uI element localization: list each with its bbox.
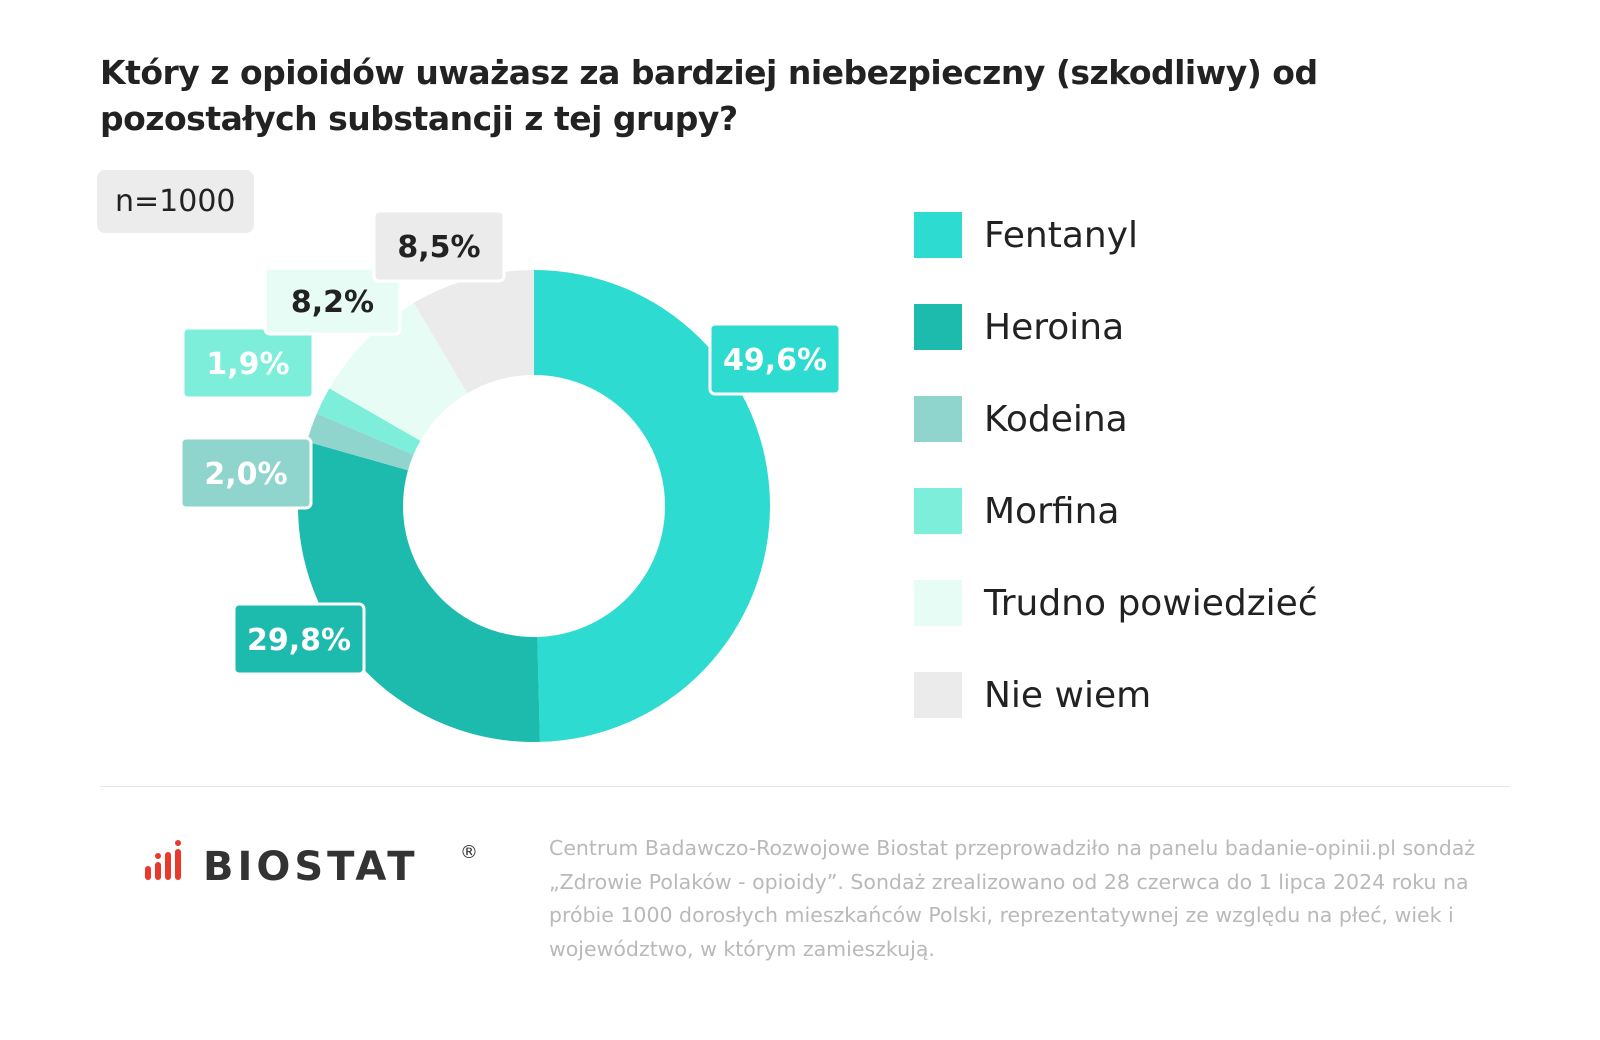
legend-item: Kodeina	[914, 396, 1318, 442]
data-label-text: 49,6%	[723, 343, 827, 378]
legend-swatch	[914, 672, 962, 718]
legend-swatch	[914, 396, 962, 442]
data-label-text: 2,0%	[204, 457, 287, 492]
legend-label: Nie wiem	[984, 674, 1152, 716]
legend-label: Morfina	[984, 490, 1120, 532]
legend-swatch	[914, 212, 962, 258]
data-label: 49,6%	[708, 322, 842, 396]
data-label-text: 8,5%	[397, 230, 480, 265]
data-label-text: 29,8%	[247, 623, 351, 658]
legend-swatch	[914, 580, 962, 626]
legend-label: Fentanyl	[984, 214, 1139, 256]
legend-item: Morfina	[914, 488, 1318, 534]
slice-kodeina	[306, 413, 414, 471]
legend-swatch	[914, 488, 962, 534]
legend-label: Trudno powiedzieć	[984, 582, 1318, 624]
chart-title: Który z opioidów uważasz za bardziej nie…	[100, 53, 1318, 138]
legend-label: Kodeina	[984, 398, 1128, 440]
legend-swatch	[914, 304, 962, 350]
data-label: 29,8%	[232, 602, 366, 676]
logo-text: BIOSTAT	[203, 844, 419, 890]
data-label: 8,5%	[372, 209, 506, 283]
data-label-text: 8,2%	[291, 285, 374, 320]
legend-item: Nie wiem	[914, 672, 1318, 718]
slice-morfina	[316, 388, 421, 455]
divider	[100, 786, 1510, 787]
svg-text:®: ®	[460, 842, 478, 863]
sample-size-badge: n=1000	[97, 170, 254, 233]
slice-trudno-powiedzieć	[329, 302, 468, 441]
biostat-logo: BIOSTAT ®	[145, 840, 485, 894]
legend-label: Heroina	[984, 306, 1125, 348]
slice-nie-wiem	[413, 270, 534, 394]
legend-item: Heroina	[914, 304, 1318, 350]
data-label-text: 1,9%	[206, 347, 289, 382]
data-label: 8,2%	[263, 266, 402, 336]
methodology-note: Centrum Badawczo-Rozwojowe Biostat przep…	[549, 836, 1476, 961]
legend-item: Fentanyl	[914, 212, 1318, 258]
legend: Fentanyl Heroina Kodeina Morfina Trudno powi…	[914, 212, 1318, 764]
legend-item: Trudno powiedzieć	[914, 580, 1318, 626]
data-label: 1,9%	[181, 326, 315, 400]
slice-heroina	[298, 441, 540, 742]
data-label: 2,0%	[179, 436, 313, 510]
